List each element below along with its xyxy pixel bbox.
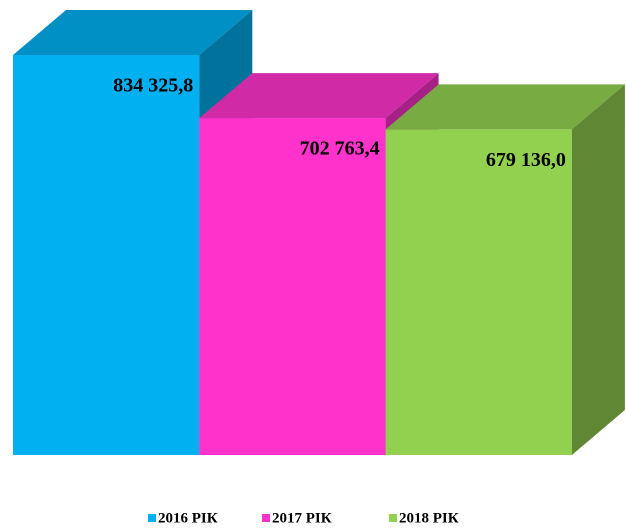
bar-side bbox=[571, 84, 625, 455]
bar-front bbox=[13, 55, 200, 455]
legend-label: 2016 РІК bbox=[158, 510, 218, 526]
legend-swatch bbox=[389, 514, 397, 522]
legend-swatch bbox=[148, 514, 156, 522]
legend-label: 2017 РІК bbox=[272, 510, 332, 526]
legend-swatch bbox=[262, 514, 270, 522]
data-label: 679 136,0 bbox=[486, 149, 566, 171]
bar-front bbox=[199, 118, 386, 455]
bar-front bbox=[385, 129, 572, 455]
bar-top bbox=[385, 84, 625, 130]
data-label: 834 325,8 bbox=[113, 75, 193, 97]
data-label: 702 763,4 bbox=[300, 138, 380, 160]
legend-label: 2018 РІК bbox=[399, 510, 459, 526]
bar-top bbox=[199, 73, 439, 119]
bar-top bbox=[13, 10, 253, 55]
